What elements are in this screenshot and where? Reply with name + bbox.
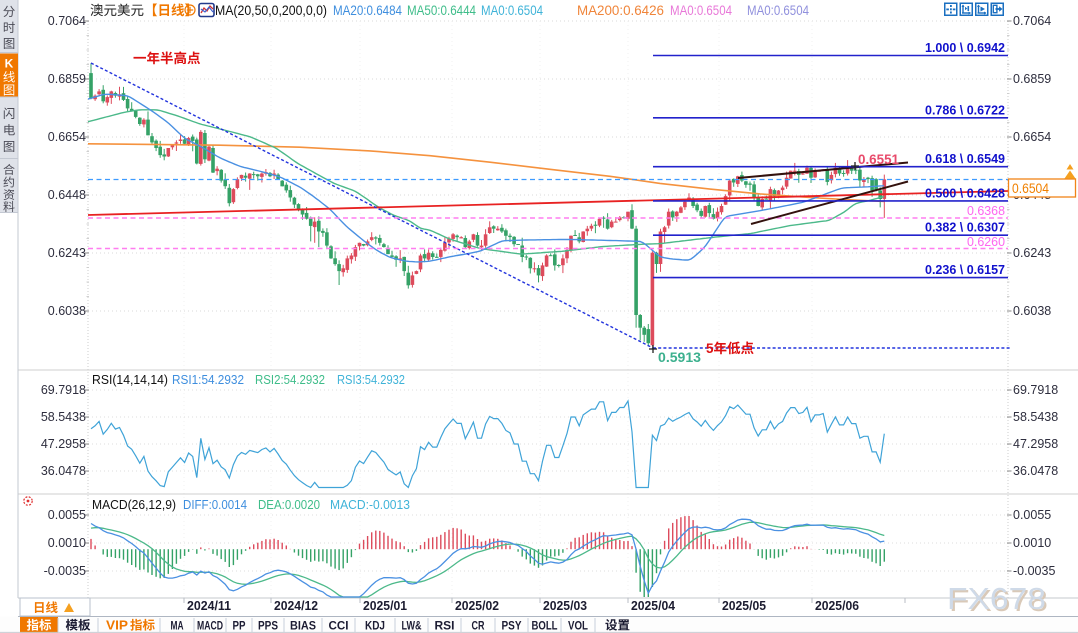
svg-text:MACD:-0.0013: MACD:-0.0013: [330, 498, 410, 512]
svg-text:0.6551: 0.6551: [858, 151, 899, 167]
svg-text:VOL: VOL: [568, 619, 588, 633]
svg-text:CR: CR: [472, 619, 485, 633]
svg-text:0.6654: 0.6654: [1013, 130, 1051, 144]
svg-text:0.5913: 0.5913: [658, 350, 702, 365]
svg-text:0.6448: 0.6448: [48, 188, 86, 202]
svg-text:2025/01: 2025/01: [363, 599, 407, 613]
svg-text:2025/04: 2025/04: [631, 599, 675, 613]
svg-text:2025/02: 2025/02: [455, 599, 499, 613]
svg-text:0.0055: 0.0055: [1013, 508, 1051, 522]
svg-text:0.7064: 0.7064: [48, 14, 86, 28]
svg-text:69.7918: 69.7918: [41, 383, 86, 397]
svg-text:0.6260: 0.6260: [967, 235, 1005, 249]
svg-text:0.382 \ 0.6307: 0.382 \ 0.6307: [925, 220, 1005, 235]
svg-text:MA50:0.6444: MA50:0.6444: [407, 3, 476, 18]
svg-text:0.6368: 0.6368: [967, 204, 1005, 218]
svg-text:0.618 \ 0.6549: 0.618 \ 0.6549: [925, 151, 1005, 166]
svg-text:MA20:0.6484: MA20:0.6484: [333, 3, 402, 18]
svg-text:MA200:0.6426: MA200:0.6426: [577, 3, 664, 18]
svg-text:LW&: LW&: [402, 619, 422, 633]
svg-text:0.0055: 0.0055: [48, 508, 86, 522]
svg-text:2025/05: 2025/05: [722, 599, 766, 613]
svg-text:58.5438: 58.5438: [1013, 410, 1058, 424]
svg-text:BIAS: BIAS: [290, 619, 316, 633]
svg-text:0.0010: 0.0010: [1013, 536, 1051, 550]
svg-text:1.000 \ 0.6942: 1.000 \ 0.6942: [925, 40, 1005, 55]
svg-text:MA(20,50,0,200,0,0): MA(20,50,0,200,0,0): [215, 3, 327, 18]
svg-text:0.6859: 0.6859: [1013, 72, 1051, 86]
svg-text:RSI: RSI: [435, 619, 455, 633]
svg-text:36.0478: 36.0478: [41, 464, 86, 478]
svg-text:0.6243: 0.6243: [1013, 246, 1051, 260]
svg-text:BOLL: BOLL: [532, 619, 558, 633]
svg-text:69.7918: 69.7918: [1013, 383, 1058, 397]
svg-text:0.6859: 0.6859: [48, 72, 86, 86]
svg-text:MA0:0.6504: MA0:0.6504: [670, 3, 732, 18]
svg-text:MACD(26,12,9): MACD(26,12,9): [92, 498, 176, 512]
svg-text:FX678: FX678: [949, 583, 1048, 618]
svg-text:47.2958: 47.2958: [41, 437, 86, 451]
svg-text:0.0010: 0.0010: [48, 536, 86, 550]
svg-text:RSI3:54.2932: RSI3:54.2932: [337, 373, 405, 387]
svg-text:KDJ: KDJ: [365, 619, 385, 633]
svg-text:RSI2:54.2932: RSI2:54.2932: [255, 373, 325, 387]
svg-text:0.236 \ 0.6157: 0.236 \ 0.6157: [925, 262, 1005, 277]
svg-text:PP: PP: [233, 619, 246, 633]
svg-text:58.5438: 58.5438: [41, 410, 86, 424]
svg-text:0.786 \ 0.6722: 0.786 \ 0.6722: [925, 102, 1005, 117]
svg-text:0.6038: 0.6038: [48, 304, 86, 318]
svg-text:0.6243: 0.6243: [48, 246, 86, 260]
svg-text:MA0:0.6504: MA0:0.6504: [481, 3, 543, 18]
svg-text:2024/12: 2024/12: [274, 599, 318, 613]
svg-text:VIP: VIP: [106, 619, 128, 633]
svg-text:RSI1:54.2932: RSI1:54.2932: [172, 373, 244, 387]
svg-text:2025/03: 2025/03: [543, 599, 587, 613]
svg-text:-0.0035: -0.0035: [1013, 564, 1055, 578]
svg-text:RSI(14,14,14): RSI(14,14,14): [92, 373, 168, 387]
svg-text:FX678: FX678: [947, 581, 1046, 616]
svg-text:0.7064: 0.7064: [1013, 14, 1051, 28]
svg-text:MA: MA: [171, 619, 184, 633]
svg-text:MA0:0.6504: MA0:0.6504: [747, 3, 809, 18]
svg-text:PPS: PPS: [258, 619, 278, 633]
svg-text:DEA:0.0020: DEA:0.0020: [258, 498, 320, 512]
svg-text:-0.0035: -0.0035: [44, 564, 86, 578]
svg-text:0.6504: 0.6504: [1012, 181, 1049, 196]
svg-text:0.6654: 0.6654: [48, 130, 86, 144]
svg-text:PSY: PSY: [502, 619, 522, 633]
svg-text:DIFF:0.0014: DIFF:0.0014: [183, 498, 247, 512]
svg-text:CCI: CCI: [329, 619, 349, 633]
svg-text:0.6038: 0.6038: [1013, 304, 1051, 318]
svg-text:MACD: MACD: [197, 619, 223, 633]
svg-text:5: 5: [706, 341, 714, 356]
svg-text:2024/11: 2024/11: [187, 599, 231, 613]
svg-text:0.500 \ 0.6428: 0.500 \ 0.6428: [925, 185, 1005, 200]
svg-text:K: K: [5, 57, 14, 71]
svg-text:36.0478: 36.0478: [1013, 464, 1058, 478]
svg-text:47.2958: 47.2958: [1013, 437, 1058, 451]
svg-text:2025/06: 2025/06: [815, 599, 859, 613]
